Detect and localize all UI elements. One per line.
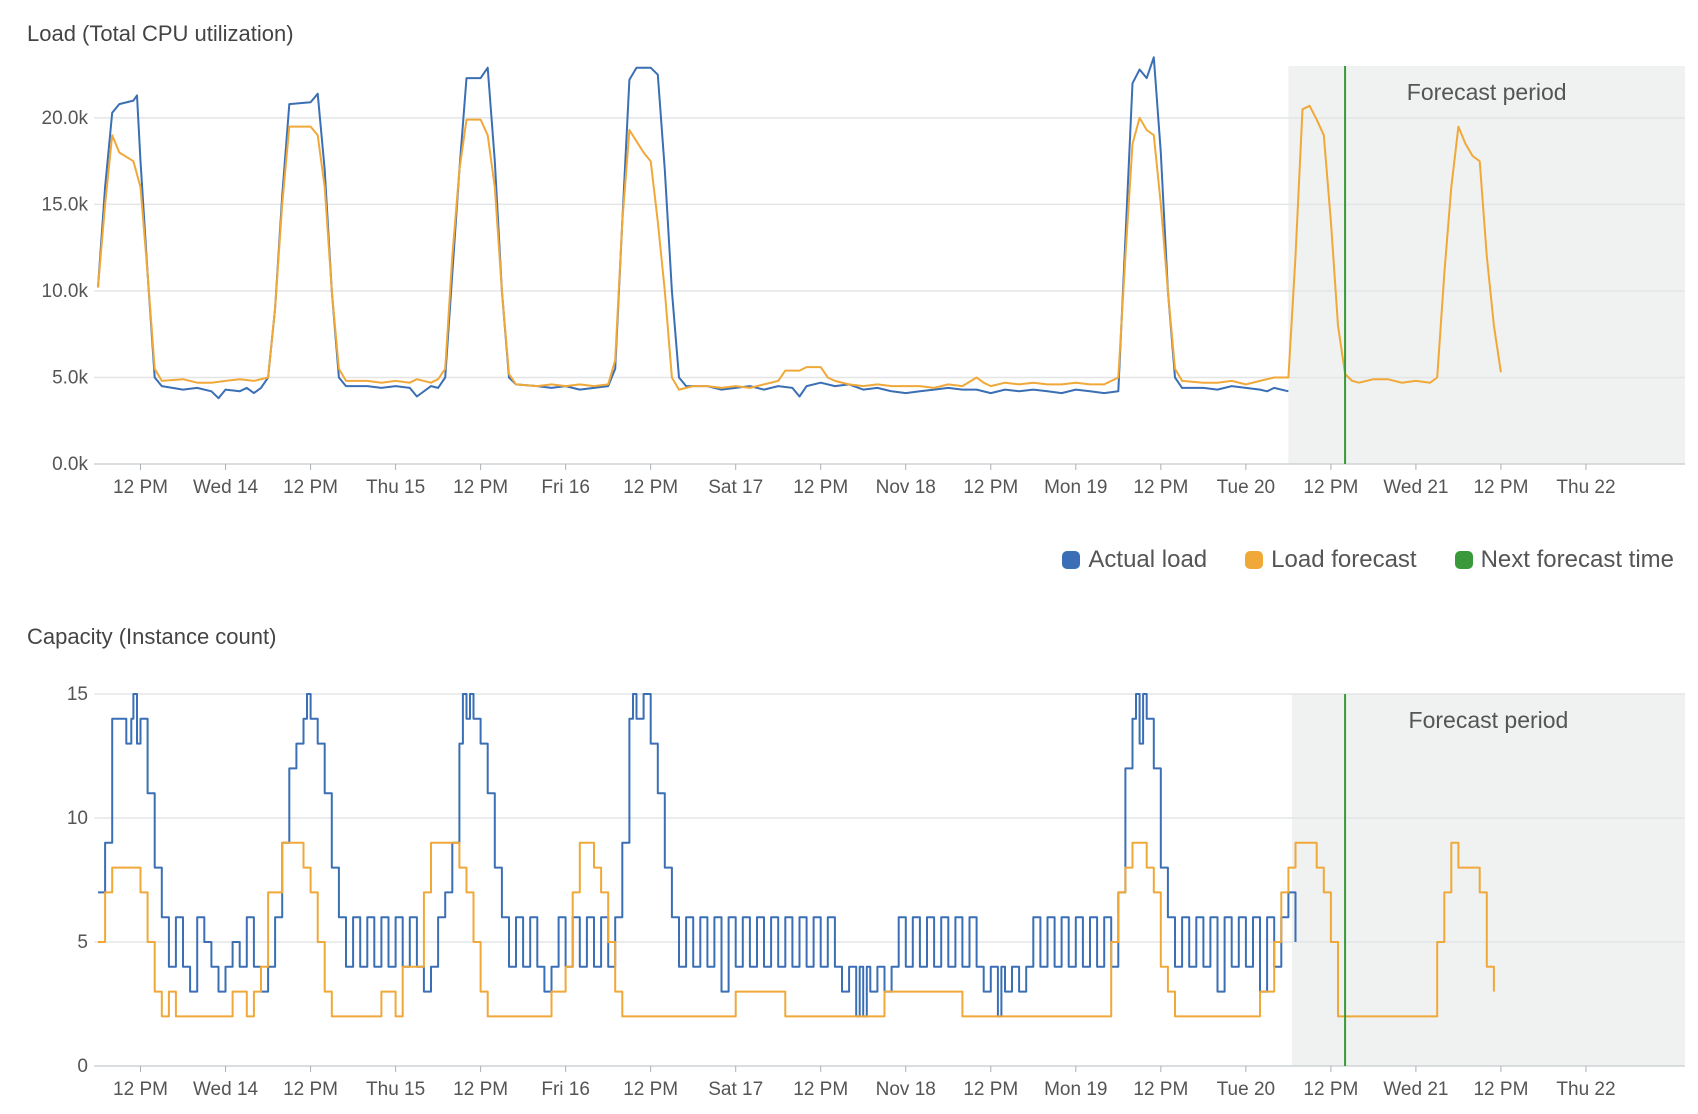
y-tick-label: 15 (67, 684, 88, 705)
x-tick-label: Fri 16 (541, 1079, 590, 1100)
x-tick-label: Thu 22 (1556, 1079, 1615, 1100)
x-tick-label: Thu 22 (1556, 477, 1615, 498)
capacity-chart-title: Capacity (Instance count) (27, 624, 277, 649)
y-tick-label: 0.0k (52, 454, 88, 475)
x-tick-label: Thu 15 (366, 1079, 425, 1100)
legend-item-load-forecast[interactable]: Load forecast (1245, 546, 1417, 574)
x-tick-label: 12 PM (1133, 1079, 1188, 1100)
x-tick-label: Tue 20 (1217, 1079, 1275, 1100)
legend-label-load-forecast: Load forecast (1271, 546, 1417, 573)
legend-item-next-forecast-time[interactable]: Next forecast time (1454, 546, 1674, 574)
forecast-period-label: Forecast period (1407, 79, 1567, 105)
x-tick-label: 12 PM (1133, 477, 1188, 498)
x-tick-label: 12 PM (453, 1079, 508, 1100)
x-tick-label: Fri 16 (541, 477, 590, 498)
x-tick-label: Wed 21 (1383, 477, 1448, 498)
legend-label-next-forecast-time: Next forecast time (1480, 546, 1674, 573)
chart-legend: Actual load Load forecast Next forecast … (1062, 546, 1674, 574)
x-tick-label: Nov 18 (876, 1079, 936, 1100)
series-line-actual-load (98, 693, 1297, 1018)
load-forecast-swatch-icon (1245, 551, 1264, 569)
x-tick-label: 12 PM (1303, 477, 1358, 498)
x-tick-label: 12 PM (113, 477, 168, 498)
x-tick-label: Wed 14 (193, 1079, 259, 1100)
load-chart-panel: Load (Total CPU utilization) Forecast pe… (0, 0, 1698, 520)
forecast-period-shading (1291, 694, 1685, 1066)
series-line-load-forecast (98, 841, 1495, 1018)
y-tick-label: 10.0k (42, 281, 89, 302)
x-tick-label: 12 PM (113, 1079, 168, 1100)
x-tick-label: Tue 20 (1217, 477, 1275, 498)
y-tick-label: 20.0k (42, 108, 89, 129)
x-tick-label: 12 PM (793, 1079, 848, 1100)
y-tick-label: 15.0k (42, 194, 89, 215)
y-tick-label: 5.0k (52, 367, 88, 388)
x-tick-label: 12 PM (283, 477, 338, 498)
x-tick-label: Sat 17 (708, 477, 763, 498)
y-tick-label: 10 (67, 808, 88, 829)
x-tick-label: Wed 14 (193, 477, 259, 498)
x-tick-label: 12 PM (1473, 477, 1528, 498)
x-tick-label: 12 PM (283, 1079, 338, 1100)
legend-item-actual-load[interactable]: Actual load (1062, 546, 1207, 574)
x-tick-label: Thu 15 (366, 477, 425, 498)
x-tick-label: 12 PM (1303, 1079, 1358, 1100)
x-tick-label: 12 PM (453, 477, 508, 498)
load-chart: Forecast period 0.0k 5.0k 10.0k 15.0k 20.0k 12… (42, 56, 1685, 498)
capacity-chart-panel: Capacity (Instance count) Forecast perio… (0, 600, 1698, 1114)
x-tick-label: Mon 19 (1044, 477, 1107, 498)
series-line-load-forecast (97, 104, 1502, 391)
y-tick-label: 5 (77, 932, 88, 953)
x-tick-label: Sat 17 (708, 1079, 763, 1100)
y-tick-label: 0 (77, 1056, 88, 1077)
x-tick-label: 12 PM (793, 477, 848, 498)
x-tick-label: 12 PM (963, 477, 1018, 498)
x-tick-label: 12 PM (963, 1079, 1018, 1100)
capacity-chart: Forecast period 0 5 10 15 12 PM Wed 14 12 PM Thu… (67, 684, 1685, 1100)
x-tick-label: Nov 18 (876, 477, 936, 498)
series-line-actual-load (97, 56, 1289, 400)
load-chart-title: Load (Total CPU utilization) (27, 21, 294, 46)
actual-load-swatch-icon (1062, 551, 1081, 569)
x-tick-label: 12 PM (623, 477, 678, 498)
x-tick-label: Mon 19 (1044, 1079, 1107, 1100)
x-tick-label: Wed 21 (1383, 1079, 1448, 1100)
x-tick-label: 12 PM (623, 1079, 678, 1100)
next-forecast-time-swatch-icon (1454, 551, 1473, 569)
x-tick-label: 12 PM (1473, 1079, 1528, 1100)
legend-label-actual-load: Actual load (1088, 546, 1208, 573)
forecast-period-label: Forecast period (1409, 707, 1569, 733)
